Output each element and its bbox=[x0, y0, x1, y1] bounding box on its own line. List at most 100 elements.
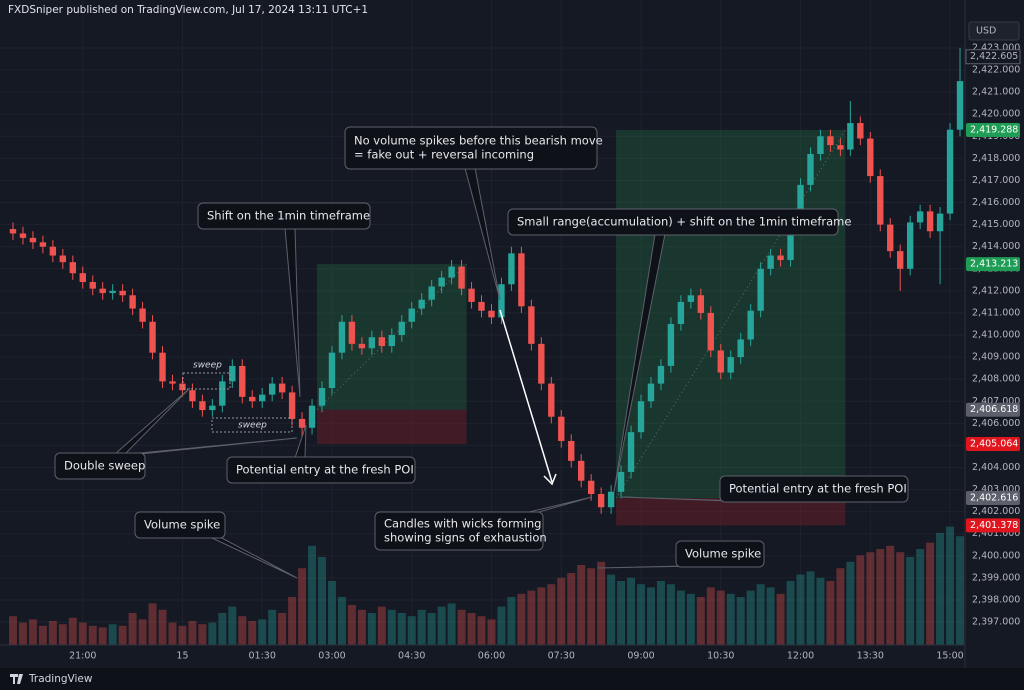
volume-bar bbox=[706, 587, 715, 645]
volume-bar bbox=[337, 597, 346, 645]
volume-bar bbox=[577, 565, 586, 645]
volume-bar bbox=[926, 542, 935, 645]
price-axis bbox=[965, 0, 1024, 668]
y-tick-label: 2,421.000 bbox=[972, 87, 1020, 98]
candle-body bbox=[797, 184, 804, 221]
volume-bar bbox=[547, 584, 556, 645]
candle-body bbox=[956, 81, 964, 130]
candle-body bbox=[568, 440, 575, 461]
volume-bar bbox=[916, 549, 925, 645]
volume-bar bbox=[258, 619, 267, 645]
price-tag-label: 2,413.213 bbox=[970, 259, 1018, 270]
volume-bar bbox=[28, 619, 37, 645]
candle-body bbox=[39, 242, 47, 247]
volume-bar bbox=[357, 609, 366, 645]
x-tick-label: 10:30 bbox=[707, 651, 734, 662]
volume-bar bbox=[497, 606, 506, 645]
candle-body bbox=[259, 394, 266, 402]
volume-bar bbox=[527, 590, 536, 645]
sweep-box bbox=[182, 372, 231, 390]
y-tick-label: 2,409.000 bbox=[972, 352, 1020, 363]
volume-bar bbox=[716, 590, 725, 645]
candle-body bbox=[69, 262, 76, 274]
volume-bar bbox=[298, 568, 307, 645]
callout-text: Candles with wicks forming bbox=[384, 517, 541, 531]
candle-body bbox=[249, 396, 256, 402]
candle-body bbox=[378, 337, 386, 347]
candle-body bbox=[617, 471, 625, 492]
price-tag-label: 2,405.064 bbox=[970, 438, 1018, 449]
volume-bar bbox=[118, 625, 127, 645]
volume-bar bbox=[886, 545, 895, 645]
candle-body bbox=[308, 405, 316, 428]
volume-bar bbox=[936, 533, 945, 645]
candle-body bbox=[727, 357, 734, 373]
positions bbox=[316, 129, 846, 526]
candle-body bbox=[49, 246, 57, 256]
callout-text: Potential entry at the fresh POI bbox=[729, 482, 907, 496]
callout-text: No volume spikes before this bearish mov… bbox=[354, 134, 603, 148]
volume-bar bbox=[876, 549, 885, 645]
volume-bar bbox=[228, 606, 237, 645]
volume-bar bbox=[308, 545, 317, 645]
candle-body bbox=[388, 335, 395, 347]
callout-text: Volume spike bbox=[144, 518, 220, 532]
candle-body bbox=[627, 432, 635, 472]
price-tag-label: 2,401.378 bbox=[970, 520, 1018, 531]
candle-body bbox=[787, 220, 794, 260]
candle-body bbox=[478, 301, 485, 311]
annotations: Shift on the 1min timeframe No volume spi… bbox=[54, 126, 909, 579]
y-tick-label: 2,423.000 bbox=[972, 43, 1020, 54]
candle-body bbox=[19, 233, 27, 238]
price-tag bbox=[966, 518, 1020, 533]
callout-box bbox=[226, 456, 416, 484]
volume-bar bbox=[238, 616, 247, 645]
candle-body bbox=[358, 343, 366, 349]
volume-bar bbox=[776, 593, 785, 645]
y-tick-label: 2,415.000 bbox=[972, 219, 1020, 230]
callout-text: Volume spike bbox=[685, 547, 761, 561]
candle-body bbox=[278, 383, 286, 393]
price-tag bbox=[966, 257, 1020, 272]
footer-bar bbox=[0, 668, 1024, 690]
candle-body bbox=[897, 251, 904, 269]
candle-body bbox=[518, 253, 525, 307]
candle-body bbox=[877, 176, 884, 225]
axes: 2,397.000 2,398.000 2,399.000 2,400.000 2,40… bbox=[69, 43, 1021, 662]
candle-body bbox=[657, 365, 665, 384]
volume-bar bbox=[617, 581, 626, 645]
x-tick-label: 21:00 bbox=[69, 651, 96, 662]
candle-body bbox=[79, 273, 86, 283]
currency-box bbox=[968, 21, 1020, 41]
candle-body bbox=[448, 266, 455, 278]
stop-zone bbox=[616, 498, 846, 526]
x-tick-label: 04:30 bbox=[398, 651, 425, 662]
volume-bar bbox=[367, 613, 376, 645]
y-tick-label: 2,420.000 bbox=[972, 109, 1020, 120]
y-tick-label: 2,412.000 bbox=[972, 285, 1020, 296]
volume-bar bbox=[208, 622, 217, 645]
volume-bar bbox=[656, 581, 665, 645]
candle-body bbox=[219, 381, 226, 406]
candle-body bbox=[169, 381, 176, 384]
volume-bar bbox=[557, 577, 566, 645]
volume-bar bbox=[956, 536, 965, 645]
y-tick-label: 2,416.000 bbox=[972, 197, 1020, 208]
currency: USD bbox=[976, 26, 996, 37]
callout-box bbox=[719, 475, 909, 503]
candle-body bbox=[777, 255, 784, 260]
volume-bar bbox=[567, 573, 576, 645]
candle-body bbox=[587, 480, 595, 494]
candle-body bbox=[538, 343, 545, 384]
callout-box bbox=[507, 208, 839, 236]
candle-body bbox=[857, 123, 864, 139]
candle-body bbox=[428, 286, 435, 300]
candle-body bbox=[558, 416, 565, 441]
y-tick-label: 2,418.000 bbox=[972, 153, 1020, 164]
callout-box bbox=[197, 202, 371, 230]
candle-body bbox=[847, 123, 854, 150]
arrow-head bbox=[543, 473, 557, 486]
y-tick-label: 2,401.000 bbox=[972, 528, 1020, 539]
candle-body bbox=[647, 383, 655, 402]
callout-text: Double sweep bbox=[64, 459, 145, 473]
